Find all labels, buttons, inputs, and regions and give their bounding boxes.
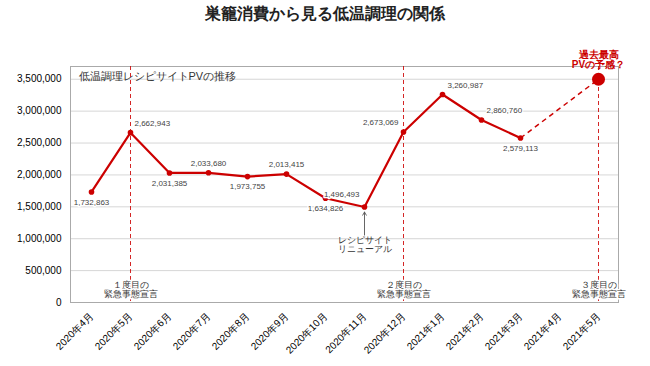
svg-text:1,973,755: 1,973,755 — [230, 182, 266, 191]
svg-text:2,031,385: 2,031,385 — [152, 179, 188, 188]
svg-text:2,579,113: 2,579,113 — [503, 144, 539, 153]
svg-text:0: 0 — [56, 297, 62, 308]
svg-text:1,500,000: 1,500,000 — [17, 201, 62, 212]
svg-text:2020年6月: 2020年6月 — [132, 310, 174, 352]
svg-text:過去最高PVの予感？: 過去最高PVの予感？ — [572, 49, 625, 70]
svg-text:2,500,000: 2,500,000 — [17, 137, 62, 148]
svg-text:2021年1月: 2021年1月 — [405, 310, 447, 352]
svg-text:1,732,863: 1,732,863 — [74, 198, 110, 207]
svg-text:2021年4月: 2021年4月 — [522, 310, 564, 352]
svg-text:2020年7月: 2020年7月 — [171, 310, 213, 352]
svg-text:１度目の緊急事態宣言: １度目の緊急事態宣言 — [104, 280, 158, 299]
svg-text:低温調理レシピサイトPVの推移: 低温調理レシピサイトPVの推移 — [79, 70, 237, 82]
svg-text:2021年2月: 2021年2月 — [444, 310, 486, 352]
svg-text:2020年9月: 2020年9月 — [249, 310, 291, 352]
svg-text:500,000: 500,000 — [25, 265, 62, 276]
svg-text:2020年10月: 2020年10月 — [284, 310, 330, 356]
svg-text:1,000,000: 1,000,000 — [17, 233, 62, 244]
svg-text:2020年5月: 2020年5月 — [93, 310, 135, 352]
svg-text:2020年8月: 2020年8月 — [210, 310, 252, 352]
svg-text:1,634,826: 1,634,826 — [308, 204, 344, 213]
svg-text:レシピサイトリニューアル: レシピサイトリニューアル — [338, 235, 392, 254]
svg-text:２度目の緊急事態宣言: ２度目の緊急事態宣言 — [377, 280, 431, 299]
svg-text:3,500,000: 3,500,000 — [17, 73, 62, 84]
svg-text:2021年3月: 2021年3月 — [483, 310, 525, 352]
svg-text:2020年11月: 2020年11月 — [323, 310, 369, 356]
svg-text:2,013,415: 2,013,415 — [269, 160, 305, 169]
svg-text:2,662,943: 2,662,943 — [135, 119, 171, 128]
svg-text:2,673,069: 2,673,069 — [363, 118, 399, 127]
svg-text:3,260,987: 3,260,987 — [448, 81, 484, 90]
svg-text:2020年12月: 2020年12月 — [362, 310, 408, 356]
svg-text:2020年4月: 2020年4月 — [54, 310, 96, 352]
html-text:巣籠消費から見る低温調理の関係: 巣籠消費から見る低温調理の関係 — [205, 5, 445, 22]
svg-text:３度目の緊急事態宣言: ３度目の緊急事態宣言 — [572, 280, 626, 299]
svg-text:1,496,493: 1,496,493 — [324, 190, 360, 199]
svg-text:2,860,760: 2,860,760 — [487, 106, 523, 115]
svg-text:2021年5月: 2021年5月 — [561, 310, 603, 352]
svg-text:3,000,000: 3,000,000 — [17, 105, 62, 116]
svg-text:2,033,680: 2,033,680 — [191, 159, 227, 168]
svg-text:2,000,000: 2,000,000 — [17, 169, 62, 180]
